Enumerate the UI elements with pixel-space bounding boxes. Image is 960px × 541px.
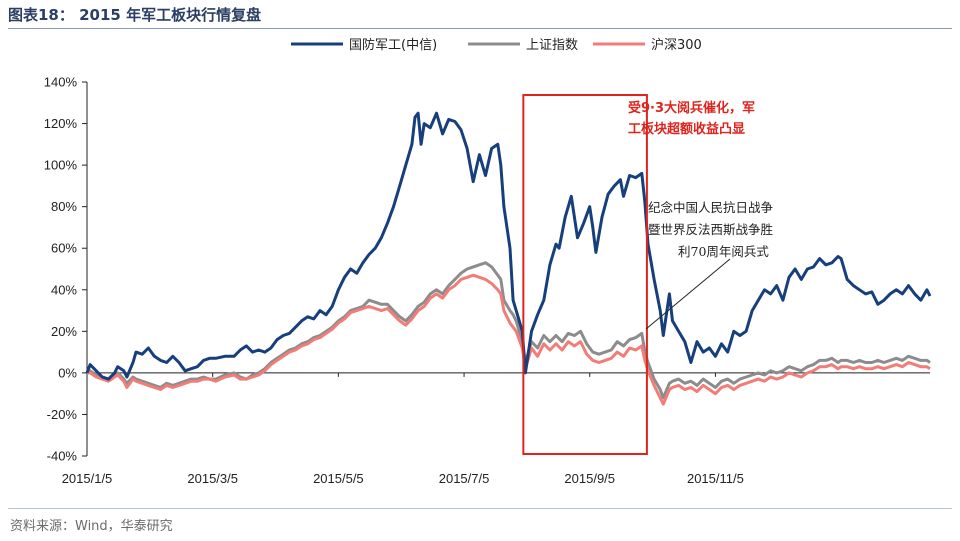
annotation-red-line: 受9·3大阅兵催化，军 xyxy=(628,100,755,116)
y-tick-label: -40% xyxy=(47,449,78,464)
x-tick-label: 2015/11/5 xyxy=(687,471,744,486)
legend-shanghai-label: 上证指数 xyxy=(526,38,578,53)
annotation-black-line: 暨世界反法西斯战争胜 xyxy=(648,222,773,237)
x-tick-label: 2015/9/5 xyxy=(564,471,615,486)
annotation-black-line: 纪念中国人民抗日战争 xyxy=(648,200,773,215)
annotation-red-line: 工板块超额收益凸显 xyxy=(628,121,745,137)
series-line-military xyxy=(85,111,932,381)
y-tick-label: -20% xyxy=(47,407,78,422)
figure-title: 图表18： 2015 年军工板块行情复盘 xyxy=(8,6,262,24)
y-tick-label: 100% xyxy=(44,158,78,173)
annotation-black-line: 利70周年阅兵式 xyxy=(678,244,769,259)
y-tick-label: 80% xyxy=(51,199,77,214)
x-tick-label: 2015/7/5 xyxy=(439,471,490,486)
y-tick-label: 60% xyxy=(51,241,77,256)
title-rule xyxy=(8,28,952,29)
x-tick-label: 2015/5/5 xyxy=(313,471,364,486)
y-tick-label: 0% xyxy=(58,365,77,380)
y-tick-label: 40% xyxy=(51,282,77,297)
y-tick-label: 140% xyxy=(44,75,78,90)
footer-rule xyxy=(8,508,952,509)
x-tick-label: 2015/1/5 xyxy=(62,471,113,486)
x-tick-label: 2015/3/5 xyxy=(187,471,238,486)
y-tick-label: 20% xyxy=(51,324,77,339)
legend-hs300-label: 沪深300 xyxy=(651,37,702,53)
y-tick-label: 120% xyxy=(44,116,78,131)
series-line-shanghai xyxy=(86,261,931,400)
series-line-hs300 xyxy=(87,273,931,406)
highlight-box xyxy=(522,94,648,455)
legend-military-label: 国防军工(中信) xyxy=(349,37,437,53)
source-note: 资料来源：Wind，华泰研究 xyxy=(10,519,173,534)
annotation-pointer xyxy=(645,258,731,330)
